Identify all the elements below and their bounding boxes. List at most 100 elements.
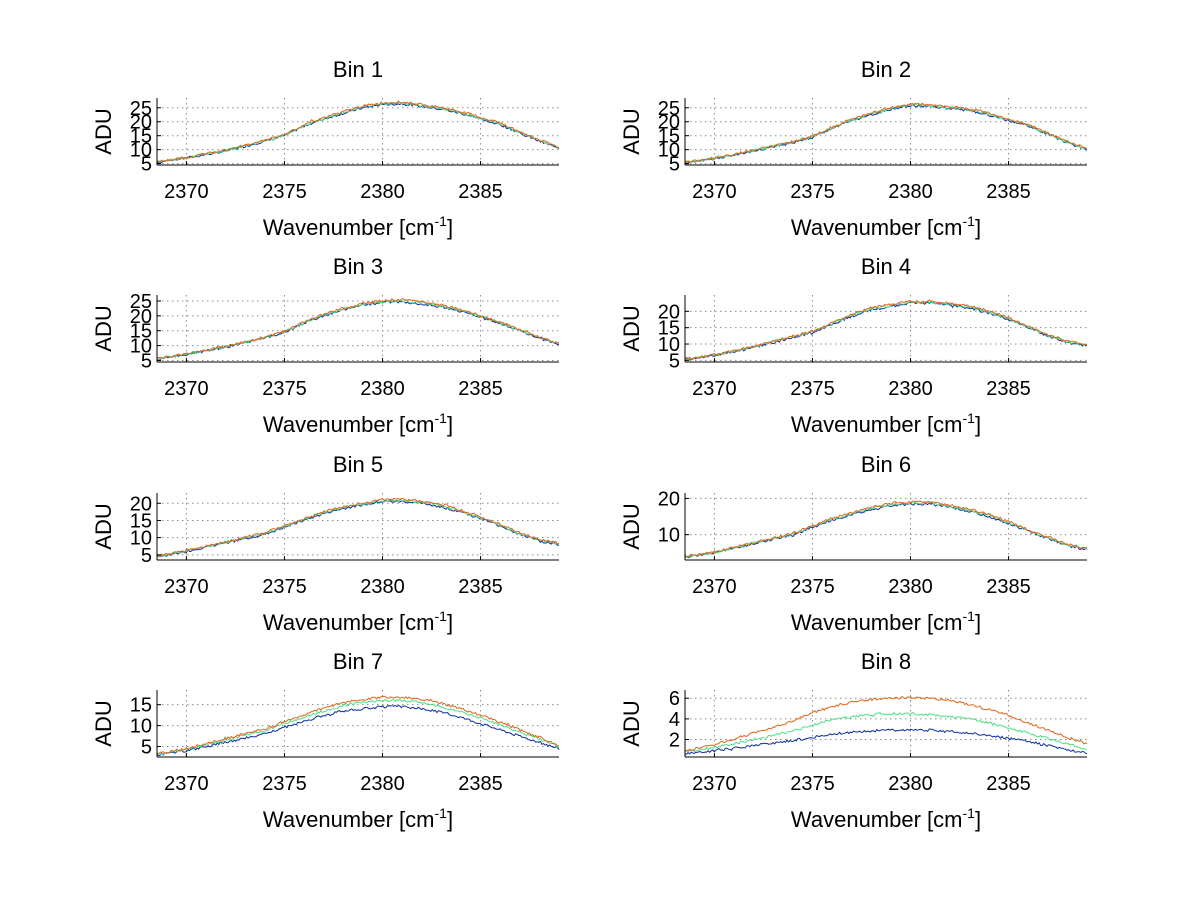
series-line-1 — [156, 300, 559, 361]
series-line-3 — [684, 299, 1088, 360]
x-axis-label-superscript: -1 — [963, 805, 976, 821]
x-axis-label: Wavenumber [cm-1] — [263, 213, 453, 240]
x-tick-label: 2370 — [692, 773, 737, 795]
x-axis-label: Wavenumber [cm-1] — [263, 805, 453, 832]
series-line-2 — [156, 101, 560, 162]
x-axis-label-superscript: -1 — [435, 805, 448, 821]
x-axis-label-bracket: ] — [975, 215, 981, 240]
x-tick-label: 2385 — [458, 378, 503, 400]
y-axis-label: ADU — [619, 503, 644, 549]
series-line-3 — [684, 696, 1088, 753]
x-axis-label-bracket: ] — [447, 807, 453, 832]
x-axis-label-text: Wavenumber [cm — [263, 610, 435, 635]
series-line-2 — [684, 711, 1088, 753]
y-tick-label: 10 — [658, 525, 680, 547]
y-tick-label: 10 — [130, 716, 152, 738]
x-tick-label: 2375 — [790, 773, 835, 795]
y-tick-label: 10 — [130, 528, 152, 550]
x-tick-label: 2380 — [888, 378, 933, 400]
x-tick-label: 2375 — [790, 576, 835, 598]
subplot-title: Bin 2 — [861, 57, 911, 82]
y-tick-label: 5 — [141, 351, 152, 373]
x-axis-label: Wavenumber [cm-1] — [791, 608, 981, 635]
x-tick-label: 2375 — [262, 773, 307, 795]
x-tick-label: 2375 — [262, 378, 307, 400]
x-tick-label: 2370 — [164, 576, 209, 598]
x-tick-label: 2375 — [262, 181, 307, 203]
x-axis-label-bracket: ] — [975, 807, 981, 832]
x-axis-label: Wavenumber [cm-1] — [791, 410, 981, 437]
x-axis-label-superscript: -1 — [435, 213, 448, 229]
y-tick-label: 10 — [130, 336, 152, 358]
y-tick-label: 20 — [658, 112, 680, 134]
y-axis-label: ADU — [91, 503, 116, 549]
x-axis-label: Wavenumber [cm-1] — [263, 608, 453, 635]
x-axis-label: Wavenumber [cm-1] — [791, 805, 981, 832]
subplot-title: Bin 1 — [333, 57, 383, 82]
x-axis-label-text: Wavenumber [cm — [263, 412, 435, 437]
y-tick-label: 10 — [130, 140, 152, 162]
x-axis-label-text: Wavenumber [cm — [791, 412, 963, 437]
x-axis-label-superscript: -1 — [963, 213, 976, 229]
series-line-1 — [685, 104, 1088, 164]
series-line-3 — [156, 695, 560, 755]
x-axis-label: Wavenumber [cm-1] — [263, 410, 453, 437]
y-tick-label: 25 — [130, 98, 152, 120]
x-axis-label-text: Wavenumber [cm — [263, 215, 435, 240]
x-axis-label-bracket: ] — [447, 412, 453, 437]
y-tick-label: 2 — [669, 729, 680, 751]
x-tick-label: 2385 — [986, 773, 1031, 795]
subplot-title: Bin 5 — [333, 452, 383, 477]
subplot-title: Bin 4 — [861, 254, 911, 279]
x-axis-label: Wavenumber [cm-1] — [791, 213, 981, 240]
subplot-title: Bin 7 — [333, 649, 383, 674]
y-tick-label: 20 — [130, 112, 152, 134]
series-line-1 — [156, 500, 560, 558]
subplot-title: Bin 3 — [333, 254, 383, 279]
y-axis-label: ADU — [91, 108, 116, 154]
x-axis-label-bracket: ] — [975, 610, 981, 635]
series-line-1 — [684, 301, 1088, 361]
series-line-3 — [684, 102, 1088, 163]
y-tick-label: 6 — [669, 688, 680, 710]
x-axis-label-text: Wavenumber [cm — [263, 807, 435, 832]
y-tick-label: 15 — [130, 126, 152, 148]
x-tick-label: 2385 — [986, 378, 1031, 400]
y-tick-label: 15 — [658, 318, 680, 340]
x-tick-label: 2385 — [458, 181, 503, 203]
series-line-3 — [684, 500, 1088, 558]
x-tick-label: 2380 — [888, 576, 933, 598]
x-tick-label: 2385 — [458, 576, 503, 598]
x-axis-label-superscript: -1 — [963, 608, 976, 624]
y-tick-label: 15 — [130, 695, 152, 717]
subplot-bin-6: Bin 6 2370 2375 2380 2385 10 20 ADU Wavenumber [… — [619, 452, 1088, 635]
y-tick-label: 20 — [130, 493, 152, 515]
y-tick-label: 5 — [141, 545, 152, 567]
x-tick-label: 2370 — [164, 378, 209, 400]
y-tick-label: 4 — [669, 709, 680, 731]
series-line-3 — [156, 298, 560, 359]
y-tick-label: 5 — [141, 737, 152, 759]
x-tick-label: 2370 — [692, 378, 737, 400]
y-tick-label: 25 — [130, 291, 152, 313]
y-tick-label: 15 — [658, 126, 680, 148]
x-tick-label: 2370 — [692, 576, 737, 598]
x-tick-label: 2380 — [360, 378, 405, 400]
series-line-1 — [156, 102, 560, 164]
y-tick-label: 20 — [130, 306, 152, 328]
x-tick-label: 2380 — [888, 773, 933, 795]
y-tick-label: 20 — [658, 301, 680, 323]
x-axis-label-bracket: ] — [447, 215, 453, 240]
subplot-title: Bin 6 — [861, 452, 911, 477]
series-line-2 — [156, 299, 560, 360]
series-line-1 — [684, 728, 1088, 755]
series-line-1 — [156, 704, 560, 757]
y-axis-label: ADU — [91, 700, 116, 746]
x-tick-label: 2370 — [164, 773, 209, 795]
